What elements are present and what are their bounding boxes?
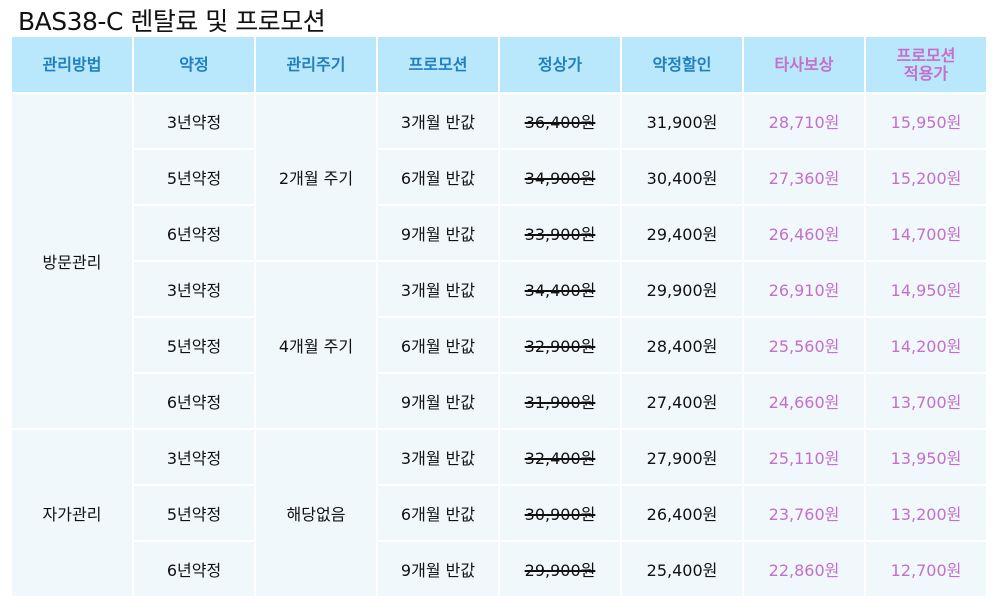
table-row: 6년약정 9개월 반값 33,900원 29,400원 26,460원 14,700원 xyxy=(12,206,986,260)
regular-price-cell: 36,400원 xyxy=(500,94,620,148)
table-row: 5년약정 6개월 반값 30,900원 26,400원 23,760원 13,200원 xyxy=(12,486,986,540)
cycle-cell: 해당없음 xyxy=(256,430,376,596)
regular-price-cell: 29,900원 xyxy=(500,542,620,596)
compensation-price-cell: 28,710원 xyxy=(744,94,864,148)
regular-price-cell: 32,400원 xyxy=(500,430,620,484)
method-cell: 자가관리 xyxy=(12,430,132,596)
compensation-price-cell: 25,560원 xyxy=(744,318,864,372)
term-cell: 5년약정 xyxy=(134,150,254,204)
header-final-line2: 적용가 xyxy=(903,63,949,83)
term-cell: 6년약정 xyxy=(134,374,254,428)
regular-price-cell: 30,900원 xyxy=(500,486,620,540)
table-row: 자가관리 3년약정 해당없음 3개월 반값 32,400원 27,900원 25,110원 1… xyxy=(12,430,986,596)
regular-price-cell: 31,900원 xyxy=(500,374,620,428)
discount-price-cell: 31,900원 xyxy=(622,94,742,148)
promo-cell: 3개월 반값 xyxy=(378,430,498,484)
term-cell: 3년약정 xyxy=(134,94,254,148)
header-final-line1: 프로모션 xyxy=(896,45,956,65)
final-price-cell: 13,200원 xyxy=(866,486,986,540)
table-row: 방문관리 3년약정 2개월 주기 3개월 반값 36,400원 31,900원 28,710… xyxy=(12,94,986,428)
header-discount: 약정할인 xyxy=(622,37,742,92)
promo-cell: 9개월 반값 xyxy=(378,206,498,260)
term-cell: 3년약정 xyxy=(134,430,254,484)
compensation-price-cell: 25,110원 xyxy=(744,430,864,484)
compensation-price-cell: 23,760원 xyxy=(744,486,864,540)
header-method: 관리방법 xyxy=(12,37,132,92)
header-term: 약정 xyxy=(134,37,254,92)
header-cycle: 관리주기 xyxy=(256,37,376,92)
final-price-cell: 14,950원 xyxy=(866,262,986,316)
final-price-cell: 15,950원 xyxy=(866,94,986,148)
term-cell: 6년약정 xyxy=(134,206,254,260)
compensation-price-cell: 26,460원 xyxy=(744,206,864,260)
cycle-cell: 4개월 주기 xyxy=(256,262,376,428)
discount-price-cell: 27,400원 xyxy=(622,374,742,428)
final-price-cell: 12,700원 xyxy=(866,542,986,596)
header-compensation: 타사보상 xyxy=(744,37,864,92)
compensation-price-cell: 22,860원 xyxy=(744,542,864,596)
compensation-price-cell: 24,660원 xyxy=(744,374,864,428)
table-row: 5년약정 6개월 반값 32,900원 28,400원 25,560원 14,200원 xyxy=(12,318,986,372)
promo-cell: 9개월 반값 xyxy=(378,542,498,596)
discount-price-cell: 30,400원 xyxy=(622,150,742,204)
table-row: 3년약정 4개월 주기 3개월 반값 34,400원 29,900원 26,910원 14,… xyxy=(12,262,986,428)
cycle-cell: 2개월 주기 xyxy=(256,94,376,260)
promo-cell: 6개월 반값 xyxy=(378,318,498,372)
term-cell: 5년약정 xyxy=(134,486,254,540)
header-regular: 정상가 xyxy=(500,37,620,92)
regular-price-cell: 33,900원 xyxy=(500,206,620,260)
term-cell: 5년약정 xyxy=(134,318,254,372)
promo-cell: 6개월 반값 xyxy=(378,486,498,540)
table-row: 6년약정 9개월 반값 31,900원 27,400원 24,660원 13,700원 xyxy=(12,374,986,428)
promo-cell: 6개월 반값 xyxy=(378,150,498,204)
promo-cell: 9개월 반값 xyxy=(378,374,498,428)
regular-price-cell: 34,900원 xyxy=(500,150,620,204)
discount-price-cell: 26,400원 xyxy=(622,486,742,540)
compensation-price-cell: 26,910원 xyxy=(744,262,864,316)
header-final: 프로모션 적용가 xyxy=(866,37,986,92)
regular-price-cell: 34,400원 xyxy=(500,262,620,316)
header-row: 관리방법 약정 관리주기 프로모션 정상가 약정할인 타사보상 프로모션 적용가 xyxy=(12,37,986,92)
regular-price-cell: 32,900원 xyxy=(500,318,620,372)
final-price-cell: 13,950원 xyxy=(866,430,986,484)
final-price-cell: 14,700원 xyxy=(866,206,986,260)
discount-price-cell: 25,400원 xyxy=(622,542,742,596)
table-row: 6년약정 9개월 반값 29,900원 25,400원 22,860원 12,700원 xyxy=(12,542,986,596)
discount-price-cell: 27,900원 xyxy=(622,430,742,484)
rental-price-table: 관리방법 약정 관리주기 프로모션 정상가 약정할인 타사보상 프로모션 적용가 … xyxy=(10,35,988,598)
term-cell: 3년약정 xyxy=(134,262,254,316)
header-promo: 프로모션 xyxy=(378,37,498,92)
compensation-price-cell: 27,360원 xyxy=(744,150,864,204)
method-cell: 방문관리 xyxy=(12,94,132,428)
final-price-cell: 14,200원 xyxy=(866,318,986,372)
table-row: 5년약정 6개월 반값 34,900원 30,400원 27,360원 15,200원 xyxy=(12,150,986,204)
promo-cell: 3개월 반값 xyxy=(378,262,498,316)
term-cell: 6년약정 xyxy=(134,542,254,596)
page-title: BAS38-C 렌탈료 및 프로모션 xyxy=(18,7,326,36)
discount-price-cell: 28,400원 xyxy=(622,318,742,372)
final-price-cell: 13,700원 xyxy=(866,374,986,428)
promo-cell: 3개월 반값 xyxy=(378,94,498,148)
discount-price-cell: 29,400원 xyxy=(622,206,742,260)
discount-price-cell: 29,900원 xyxy=(622,262,742,316)
final-price-cell: 15,200원 xyxy=(866,150,986,204)
